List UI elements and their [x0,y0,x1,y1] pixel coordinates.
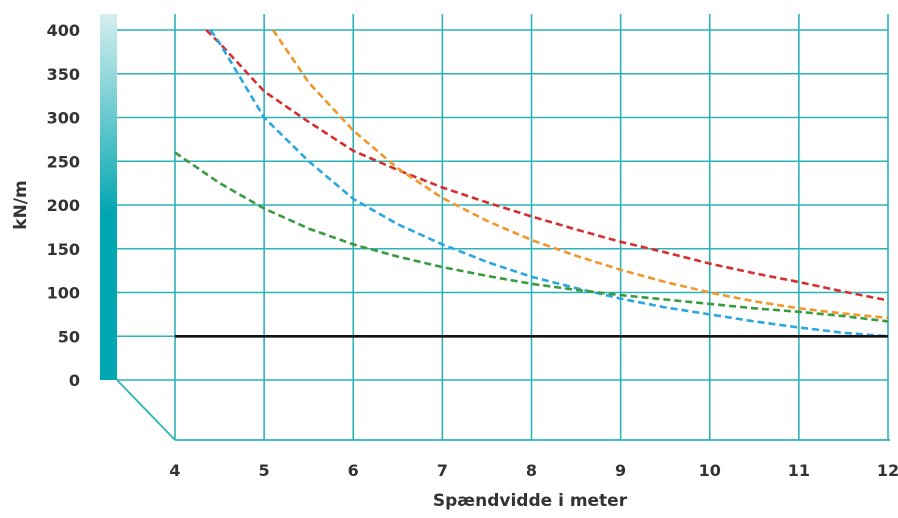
y-axis-title: kN/m [11,180,31,229]
y-tick-label: 200 [47,196,80,215]
y-tick-label: 350 [47,65,80,84]
y-tick-label: 400 [47,21,80,40]
x-tick-label: 12 [877,461,898,480]
y-tick-label: 100 [47,284,80,303]
series-line-1 [205,29,889,302]
x-axis-title: Spændvidde i meter [433,491,628,511]
x-tick-label: 8 [526,461,537,480]
x-tick-label: 9 [615,461,626,480]
x-tick-label: 10 [699,461,721,480]
x-tick-label: 6 [348,461,359,480]
series-line-4 [174,151,889,323]
x-tick-label: 7 [437,461,448,480]
y-axis-bar [100,14,117,380]
axis-connector [116,379,176,441]
y-tick-label: 50 [58,327,80,346]
series-line-3 [209,29,889,338]
series-line-2 [271,29,889,320]
axes [100,14,890,441]
y-tick-label: 150 [47,240,80,259]
x-tick-label: 5 [259,461,270,480]
x-tick-label: 11 [788,461,810,480]
grid [117,14,889,440]
y-tick-label: 300 [47,109,80,128]
x-tick-label: 4 [169,461,180,480]
y-tick-label: 0 [69,371,80,390]
tick-labels: 0 50 100 150 200 250 300 350 400 4 5 6 7 8 9 10 11 12 [47,21,898,480]
y-tick-label: 250 [47,152,80,171]
series-lines [174,29,889,338]
